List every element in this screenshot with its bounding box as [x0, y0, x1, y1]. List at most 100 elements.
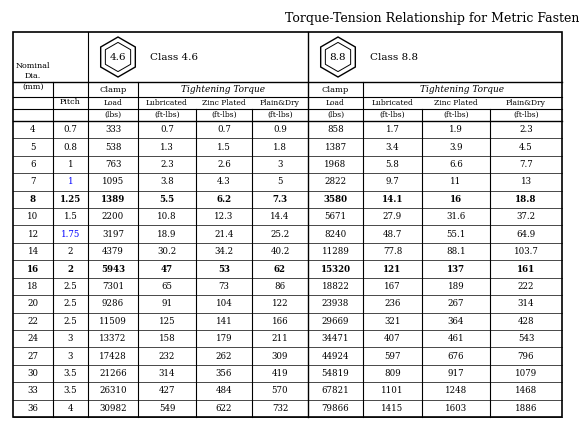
- Text: 48.7: 48.7: [383, 230, 402, 239]
- Text: 25.2: 25.2: [270, 230, 289, 239]
- Text: 7301: 7301: [102, 282, 124, 291]
- Text: 1.5: 1.5: [217, 142, 231, 152]
- Text: Pitch: Pitch: [60, 97, 81, 105]
- Text: 232: 232: [159, 351, 175, 361]
- Text: 77.8: 77.8: [383, 247, 402, 256]
- Text: 14.1: 14.1: [382, 195, 403, 204]
- Text: 7.7: 7.7: [519, 160, 533, 169]
- Text: 676: 676: [448, 351, 464, 361]
- Text: 34.2: 34.2: [215, 247, 234, 256]
- Text: 427: 427: [159, 386, 175, 395]
- Text: 4379: 4379: [102, 247, 124, 256]
- Text: 5: 5: [30, 142, 36, 152]
- Text: 0.8: 0.8: [63, 142, 78, 152]
- Text: Class 8.8: Class 8.8: [370, 52, 418, 62]
- Text: 79866: 79866: [322, 404, 349, 413]
- Text: 1389: 1389: [101, 195, 125, 204]
- Text: 14.4: 14.4: [270, 212, 289, 221]
- Text: 23938: 23938: [322, 299, 349, 309]
- Text: Zinc Plated: Zinc Plated: [434, 99, 478, 107]
- Text: 543: 543: [518, 334, 534, 343]
- Text: 11: 11: [451, 177, 462, 187]
- Text: 14: 14: [27, 247, 38, 256]
- Text: 34471: 34471: [322, 334, 349, 343]
- Text: 622: 622: [216, 404, 232, 413]
- Text: 356: 356: [216, 369, 232, 378]
- Text: 3.9: 3.9: [449, 142, 463, 152]
- Text: Zinc Plated: Zinc Plated: [202, 99, 246, 107]
- Text: 419: 419: [271, 369, 288, 378]
- Text: 407: 407: [384, 334, 401, 343]
- Text: 1968: 1968: [324, 160, 347, 169]
- Text: 2.5: 2.5: [64, 282, 77, 291]
- Text: 1101: 1101: [381, 386, 404, 395]
- Text: (ft-lbs): (ft-lbs): [267, 111, 293, 119]
- Text: 3.5: 3.5: [64, 369, 77, 378]
- Text: 1.8: 1.8: [273, 142, 287, 152]
- Text: 796: 796: [518, 351, 534, 361]
- Text: 16: 16: [27, 264, 39, 274]
- Text: 8.8: 8.8: [330, 52, 346, 62]
- Text: 2200: 2200: [102, 212, 124, 221]
- Text: 1603: 1603: [445, 404, 467, 413]
- Text: 141: 141: [216, 317, 233, 326]
- Text: 3.5: 3.5: [64, 386, 77, 395]
- Text: 5671: 5671: [324, 212, 347, 221]
- Text: 4.3: 4.3: [217, 177, 231, 187]
- Text: 4.6: 4.6: [110, 52, 126, 62]
- Text: 763: 763: [105, 160, 121, 169]
- Text: 858: 858: [327, 125, 344, 134]
- Text: 44924: 44924: [322, 351, 349, 361]
- Text: 12.3: 12.3: [215, 212, 234, 221]
- Text: 13: 13: [520, 177, 531, 187]
- Text: 484: 484: [216, 386, 233, 395]
- Text: Load: Load: [326, 99, 345, 107]
- Text: 67821: 67821: [322, 386, 349, 395]
- Text: 18: 18: [27, 282, 39, 291]
- Text: 314: 314: [518, 299, 534, 309]
- Text: 47: 47: [161, 264, 173, 274]
- Bar: [13, 32, 562, 417]
- Text: 3.4: 3.4: [386, 142, 399, 152]
- Text: 0.7: 0.7: [217, 125, 231, 134]
- Text: 15320: 15320: [320, 264, 350, 274]
- Text: 12: 12: [27, 230, 38, 239]
- Text: 91: 91: [161, 299, 173, 309]
- Text: Clamp: Clamp: [99, 86, 126, 94]
- Text: 18.8: 18.8: [515, 195, 536, 204]
- Text: Tightening Torque: Tightening Torque: [420, 85, 505, 94]
- Text: Clamp: Clamp: [322, 86, 349, 94]
- Text: 21266: 21266: [99, 369, 127, 378]
- Text: Plain&Dry: Plain&Dry: [260, 99, 300, 107]
- Text: 37.2: 37.2: [516, 212, 535, 221]
- Text: 9.7: 9.7: [386, 177, 400, 187]
- Text: 1387: 1387: [324, 142, 347, 152]
- Text: 5: 5: [277, 177, 283, 187]
- Text: 1: 1: [68, 160, 73, 169]
- Text: 1.75: 1.75: [61, 230, 80, 239]
- Text: 1886: 1886: [515, 404, 537, 413]
- Text: 1.7: 1.7: [386, 125, 400, 134]
- Text: (ft-lbs): (ft-lbs): [443, 111, 469, 119]
- Text: 2: 2: [68, 247, 73, 256]
- Text: 1.25: 1.25: [60, 195, 81, 204]
- Text: 65: 65: [161, 282, 172, 291]
- Text: 21.4: 21.4: [215, 230, 234, 239]
- Text: 262: 262: [216, 351, 232, 361]
- Text: 64.9: 64.9: [516, 230, 535, 239]
- Text: 211: 211: [271, 334, 288, 343]
- Text: 30982: 30982: [99, 404, 127, 413]
- Text: 6.2: 6.2: [216, 195, 231, 204]
- Text: 732: 732: [272, 404, 288, 413]
- Text: Class 4.6: Class 4.6: [150, 52, 198, 62]
- Text: 121: 121: [383, 264, 401, 274]
- Text: 10: 10: [27, 212, 39, 221]
- Text: 4: 4: [30, 125, 36, 134]
- Text: 16: 16: [450, 195, 462, 204]
- Text: 11289: 11289: [321, 247, 349, 256]
- Text: 2.3: 2.3: [160, 160, 174, 169]
- Text: 333: 333: [105, 125, 121, 134]
- Text: 5943: 5943: [101, 264, 125, 274]
- Text: 3197: 3197: [102, 230, 124, 239]
- Text: 2.5: 2.5: [64, 299, 77, 309]
